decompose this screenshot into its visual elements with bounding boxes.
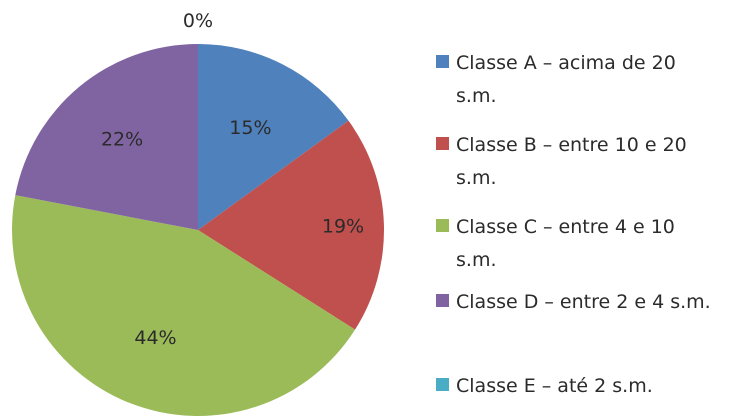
legend-label: s.m. — [456, 167, 497, 189]
legend-label: s.m. — [456, 85, 497, 107]
pie-slices — [11, 44, 384, 416]
legend-swatch — [436, 137, 449, 150]
legend-item: Classe E – até 2 s.m. — [436, 375, 653, 397]
legend-label: Classe E – até 2 s.m. — [456, 375, 653, 397]
pie-slice — [11, 195, 356, 416]
legend-swatch — [436, 55, 449, 68]
legend-label: Classe D – entre 2 e 4 s.m. — [456, 291, 711, 313]
legend-item: Classe B – entre 10 e 20 s.m. — [436, 134, 687, 189]
legend-label: Classe A – acima de 20 — [456, 52, 676, 74]
slice-data-label: 15% — [229, 117, 271, 139]
legend-item: Classe A – acima de 20 s.m. — [436, 52, 676, 107]
legend-item: Classe D – entre 2 e 4 s.m. — [436, 291, 711, 313]
legend-swatch — [436, 294, 449, 307]
slice-data-label: 22% — [101, 128, 143, 150]
legend-label: Classe C – entre 4 e 10 — [456, 216, 675, 238]
legend-swatch — [436, 219, 449, 232]
legend-item: Classe C – entre 4 e 10 s.m. — [436, 216, 675, 271]
pie-slice — [198, 44, 349, 230]
legend-label: Classe B – entre 10 e 20 — [456, 134, 687, 156]
slice-data-label: 0% — [183, 10, 213, 32]
legend-swatch — [436, 378, 449, 391]
pie-slice — [15, 44, 199, 230]
slice-data-label: 44% — [134, 327, 176, 349]
slice-data-label: 19% — [322, 215, 364, 237]
pie-data-labels: 15% 19% 44% 22% 0% — [101, 10, 364, 349]
chart-legend: Classe A – acima de 20s.m.Classe B – ent… — [436, 52, 711, 397]
pie-slice — [198, 120, 384, 330]
legend-label: s.m. — [456, 249, 497, 271]
